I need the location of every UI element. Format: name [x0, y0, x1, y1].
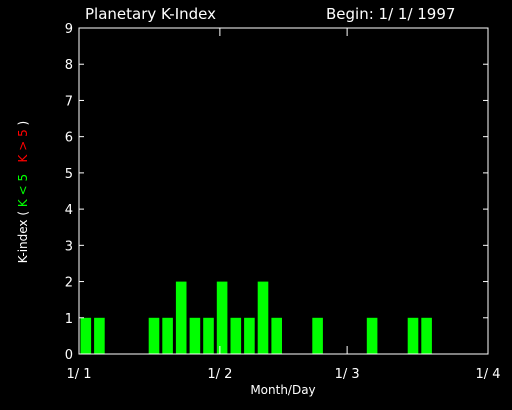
chart-title: Planetary K-Index: [85, 5, 216, 23]
bar: [366, 317, 378, 354]
bar: [216, 281, 228, 354]
bar: [257, 281, 269, 354]
bar: [148, 317, 160, 354]
x-tick-label: 1/ 3: [335, 367, 360, 382]
bar: [175, 281, 187, 354]
x-tick-label: 1/ 1: [66, 367, 91, 382]
y-axis: 0 1 2 3 4 5 6 7 8 9: [65, 22, 488, 363]
y-axis-label: K-index ( K < 5 K > 5 ): [16, 121, 30, 263]
y-tick-label: 0: [65, 348, 73, 363]
begin-date-label: Begin: 1/ 1/ 1997: [326, 5, 455, 23]
bar: [94, 317, 105, 354]
y-axis-label-close: ): [16, 121, 30, 126]
bar: [271, 317, 282, 354]
bar: [312, 317, 323, 354]
bar: [407, 317, 419, 354]
y-axis-label-open: (: [16, 211, 30, 216]
y-tick-label: 8: [65, 58, 73, 73]
y-axis-label-red: K > 5: [16, 129, 30, 162]
y-tick-label: 5: [65, 167, 73, 182]
bar: [189, 317, 201, 354]
bar: [203, 317, 214, 354]
y-tick-label: 1: [65, 312, 73, 327]
y-tick-label: 6: [65, 131, 73, 146]
bar: [80, 317, 92, 354]
plot-frame: [78, 27, 489, 355]
x-axis: 1/ 1 1/ 2 1/ 3 1/ 4: [66, 28, 501, 382]
x-axis-label: Month/Day: [250, 383, 315, 397]
y-tick-label: 3: [65, 239, 73, 254]
y-tick-label: 7: [65, 94, 73, 109]
y-tick-label: 9: [65, 22, 73, 37]
y-tick-label: 4: [65, 203, 73, 218]
bar: [244, 317, 255, 354]
bar: [162, 317, 173, 354]
y-axis-label-prefix: K-index: [16, 219, 30, 263]
x-tick-label: 1/ 2: [207, 367, 232, 382]
bar: [230, 317, 242, 354]
y-axis-label-green: K < 5: [16, 174, 30, 207]
bar: [421, 317, 432, 354]
x-tick-label: 1/ 4: [475, 367, 500, 382]
y-tick-label: 2: [65, 276, 73, 291]
bars-group: [80, 281, 432, 354]
